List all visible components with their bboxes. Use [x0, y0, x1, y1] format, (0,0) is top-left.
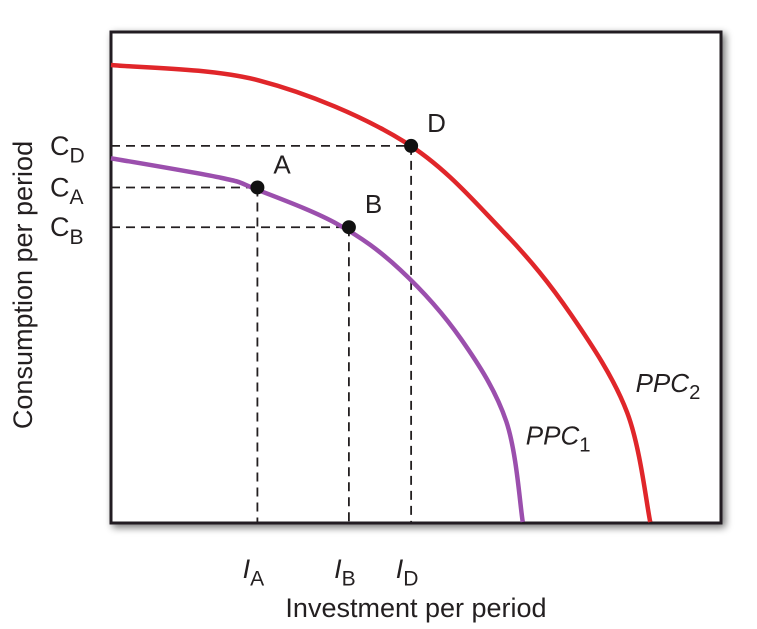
point-d — [404, 138, 419, 153]
x-tick-a: IA — [243, 554, 265, 591]
x-tick-b: IB — [334, 554, 356, 591]
point-b — [341, 220, 356, 235]
curve-ppc1 — [110, 156, 525, 523]
point-label-b: B — [365, 189, 382, 219]
point-label-d: D — [427, 108, 446, 138]
curve-label-ppc2: PPC2 — [636, 368, 701, 404]
curve-ppc2 — [110, 62, 653, 523]
point-marks: A B D — [250, 108, 446, 235]
y-tick-b: CB — [50, 212, 84, 249]
curve-label-ppc1: PPC1 — [526, 420, 591, 456]
y-axis-label: Consumption per period — [8, 141, 38, 429]
point-a — [250, 180, 265, 195]
x-tick-d: ID — [396, 554, 419, 591]
guide-lines — [111, 144, 413, 522]
curves: PPC1 PPC2 — [110, 62, 701, 523]
plot-frame — [109, 30, 723, 525]
tick-labels: IA CA IB CB ID CD — [50, 131, 418, 591]
point-label-a: A — [273, 149, 291, 179]
y-tick-a: CA — [50, 172, 84, 209]
y-tick-d: CD — [50, 131, 85, 168]
x-axis-label: Investment per period — [285, 593, 546, 623]
